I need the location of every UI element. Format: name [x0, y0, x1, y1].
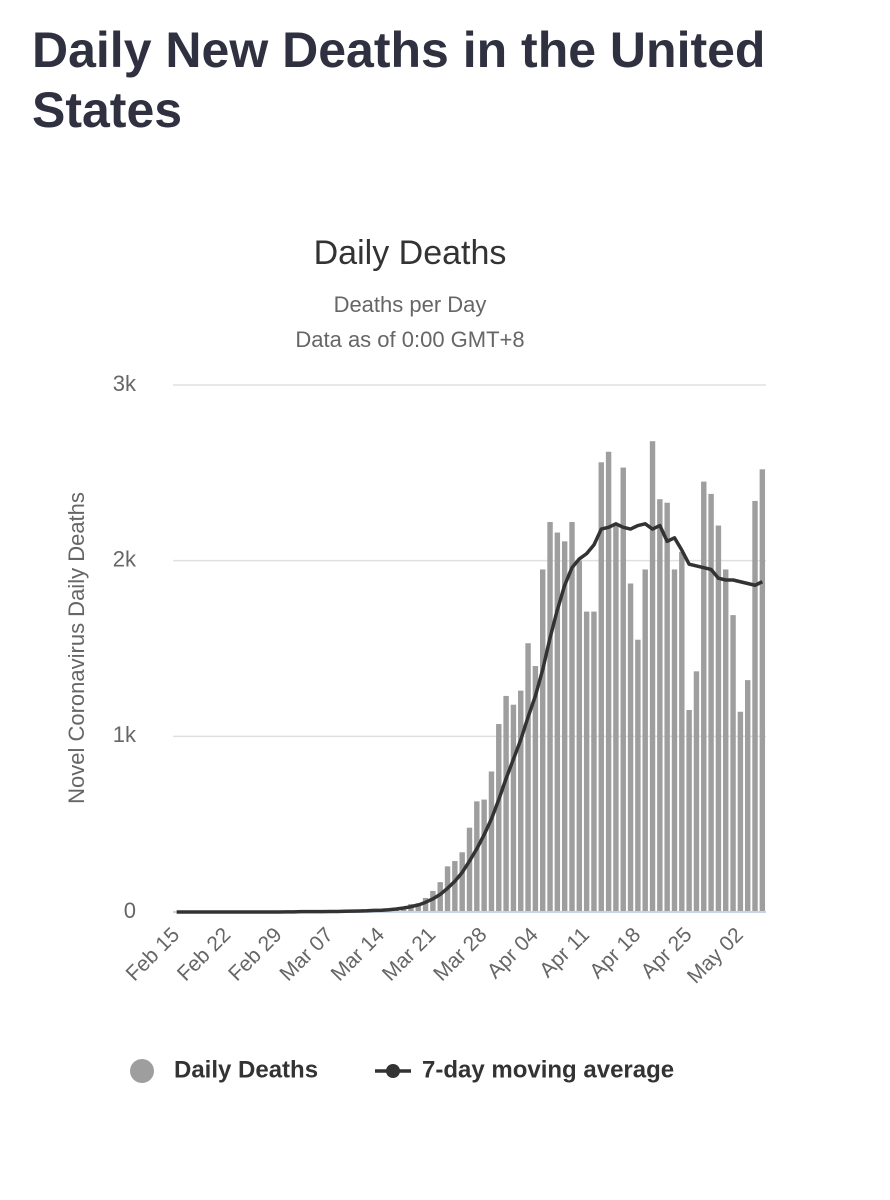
x-tick-label: Mar 28 — [429, 923, 491, 985]
bar — [583, 611, 590, 912]
bar — [744, 680, 751, 912]
x-tick-label: Feb 22 — [173, 923, 236, 986]
chart-subtitle: Data as of 0:00 GMT+8 — [295, 327, 524, 352]
y-tick-label: 0 — [124, 898, 136, 923]
y-tick-label: 3k — [113, 371, 137, 396]
x-tick-label: Apr 04 — [483, 923, 543, 983]
bar — [642, 569, 648, 912]
bar — [525, 643, 531, 912]
bar — [532, 666, 539, 912]
chart-title: Daily Deaths — [314, 234, 507, 272]
bar — [481, 799, 487, 912]
bar — [466, 827, 473, 912]
bar — [510, 704, 517, 912]
page-title: Daily New Deaths in the United States — [32, 22, 766, 138]
bar — [671, 569, 678, 912]
legend-label: 7-day moving average — [422, 1056, 674, 1083]
moving-average-line — [176, 522, 764, 914]
bar — [503, 695, 509, 912]
y-tick-label: 1k — [113, 722, 137, 747]
bar — [701, 481, 707, 912]
bar — [649, 441, 656, 912]
bar — [459, 852, 465, 912]
bar — [422, 897, 429, 912]
bar — [679, 551, 685, 912]
x-tick-label: Mar 07 — [275, 923, 337, 985]
bar — [430, 890, 436, 912]
bar — [547, 522, 553, 912]
bar — [569, 522, 575, 912]
bar — [591, 611, 597, 912]
x-tick-label: Feb 15 — [122, 923, 185, 986]
bar — [664, 502, 670, 912]
bar — [474, 801, 480, 912]
bar — [620, 467, 626, 912]
x-tick-label: Mar 21 — [378, 923, 440, 985]
bar — [488, 771, 495, 912]
bar — [627, 583, 634, 912]
x-tick-label: May 02 — [683, 923, 748, 988]
bar — [752, 500, 758, 912]
x-tick-label: Feb 29 — [224, 923, 287, 986]
legend-label: Daily Deaths — [174, 1056, 318, 1083]
bar — [635, 639, 641, 912]
bar — [730, 615, 736, 912]
bar — [613, 525, 619, 912]
bar — [437, 882, 443, 912]
bar — [737, 711, 744, 912]
bar — [561, 541, 568, 912]
bar — [723, 569, 729, 912]
bar — [686, 709, 692, 912]
bar — [496, 724, 502, 912]
legend-marker — [386, 1064, 400, 1078]
y-tick-label: 2k — [113, 546, 137, 571]
bar — [693, 671, 700, 912]
bar — [452, 861, 458, 912]
bar — [540, 569, 546, 912]
y-axis-label: Novel Coronavirus Daily Deaths — [64, 492, 89, 804]
x-tick-label: Apr 11 — [535, 923, 594, 982]
bar — [576, 560, 583, 912]
bar — [657, 499, 663, 912]
bar — [518, 690, 524, 912]
legend-marker — [130, 1059, 154, 1083]
x-tick-label: Mar 14 — [327, 923, 390, 986]
chart-subtitle: Deaths per Day — [334, 292, 487, 317]
bar — [598, 462, 604, 912]
bar — [554, 532, 561, 912]
bar — [708, 493, 714, 912]
x-tick-label: Apr 18 — [585, 923, 645, 983]
bar — [605, 451, 612, 912]
bar — [715, 525, 722, 912]
bar — [759, 469, 766, 912]
bar — [415, 903, 421, 912]
